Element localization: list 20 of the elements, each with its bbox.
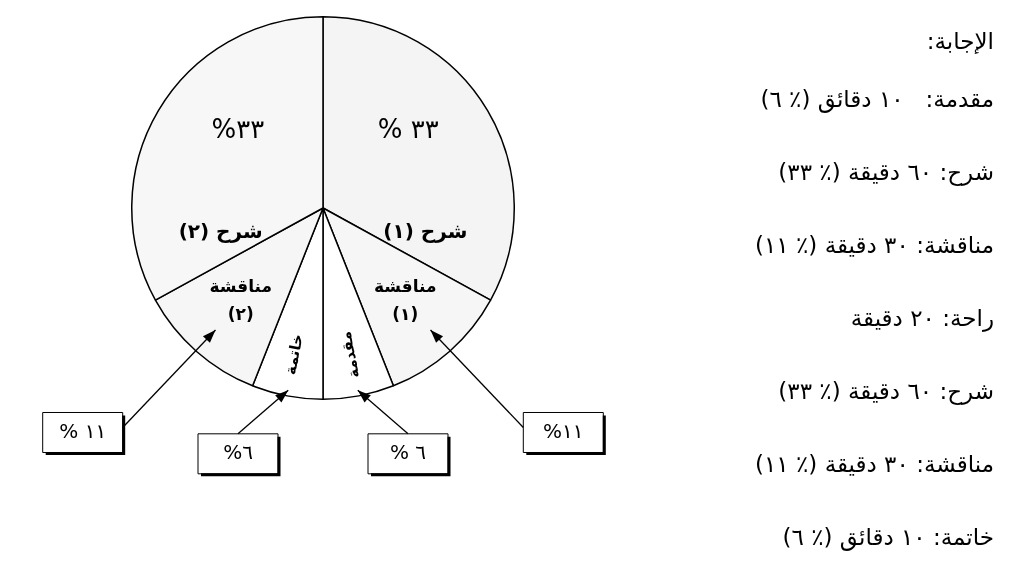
slice-label: مقدمة <box>336 329 364 380</box>
data-label: % ٦ <box>389 440 427 465</box>
text: الإجابة: <box>926 27 994 54</box>
text: شرح: ٦٠ دقيقة (٪ ٣٣) <box>778 158 994 186</box>
data-label: %١١ <box>543 418 584 443</box>
text: خاتمة: ١٠ دقائق (٪ ٦) <box>782 523 994 551</box>
data-label: %٣٣ <box>211 113 265 144</box>
slice-label: خاتمة <box>281 332 307 377</box>
data-label: % ٣٣ <box>377 113 439 144</box>
data-label: % ١١ <box>59 418 107 443</box>
slice-label: مناقشة (١) <box>373 275 437 324</box>
text: شرح: ٦٠ دقيقة (٪ ٣٣) <box>778 377 994 405</box>
text: مناقشة: ٣٠ دقيقة (٪ ١١) <box>755 450 994 477</box>
slice-label: شرح (١) <box>383 218 468 243</box>
text: راحة: ٢٠ دقيقة <box>850 304 994 332</box>
text: مقدمة: ١٠ دقائق (٪ ٦) <box>760 85 994 113</box>
text: مناقشة: ٣٠ دقيقة (٪ ١١) <box>755 231 994 258</box>
slice-label: شرح (٢) <box>178 218 263 243</box>
data-label: %٦ <box>223 440 253 465</box>
slice-label: مناقشة (٢) <box>209 275 273 324</box>
